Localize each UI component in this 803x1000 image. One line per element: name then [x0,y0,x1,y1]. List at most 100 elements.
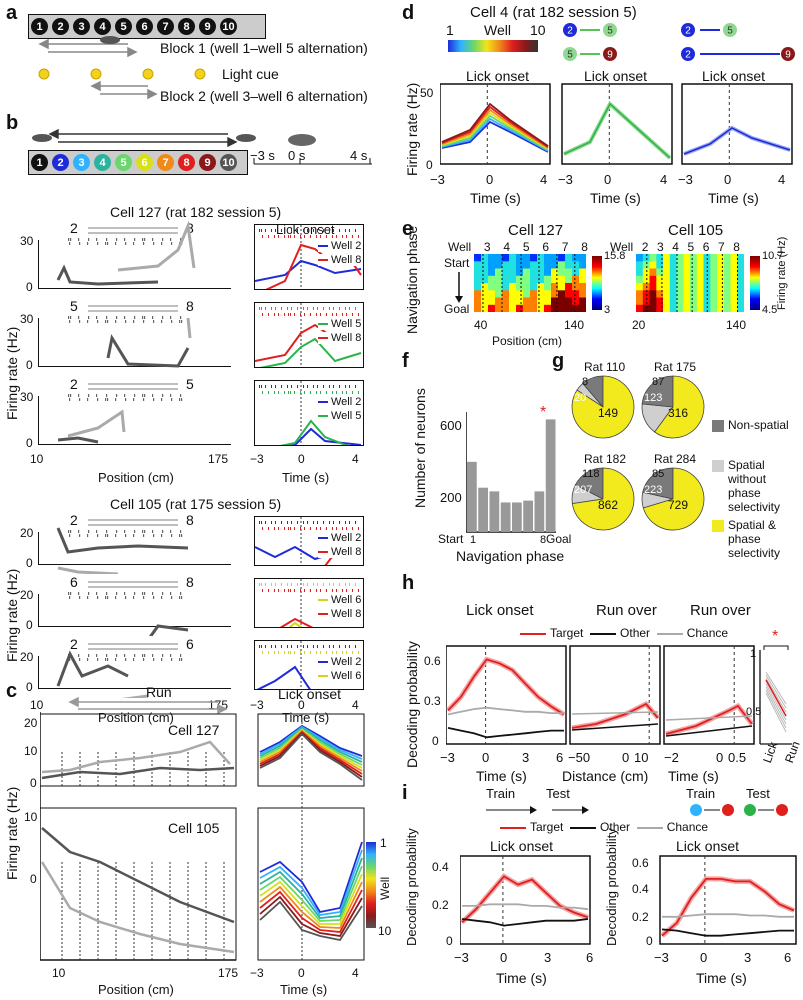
heat-cell [481,297,489,306]
h-x1-label: Time (s) [476,768,527,784]
raster-tick [179,398,181,401]
psth-legend: Well 8 [318,608,362,620]
heat-cell [636,304,644,312]
heat-cell [572,297,580,306]
heat-cell [730,268,738,277]
raster-tick [358,589,359,592]
heat-cell [551,261,559,270]
raster-tick [336,235,337,238]
raster-tick [134,394,136,397]
raster-tick [291,583,292,586]
raster-tick [88,654,90,657]
raster-tick [303,583,304,586]
raster-tick [262,313,263,316]
c-cell127: Cell 127 [168,722,220,738]
c-lick-psth-127 [259,725,363,760]
d-psth-all [441,105,549,148]
raster-tick [171,534,173,537]
heat-cell [516,261,524,270]
raster-tick [87,242,89,245]
raster-tick [333,521,334,524]
heat-cell [544,290,552,299]
b105-pos-tick-10: 10 [30,698,44,712]
raster-tick [181,596,183,599]
raster-tick [125,242,127,245]
raster-tick [161,242,163,245]
i-legend: Target Other Chance [500,820,708,834]
raster-tick [304,589,305,592]
heat-cell [703,261,711,270]
raster-tick [268,391,269,394]
raster-tick [297,385,298,388]
i-series-other [461,918,589,927]
heat-cell [523,283,531,291]
raster-tick [274,235,275,238]
h-leg-chance-sw [656,632,683,635]
i-train-1: Train [486,786,516,801]
heat-cell [696,290,705,299]
raster-tick [153,658,155,661]
pie-value-phase: 316 [668,406,689,420]
raster-tick [275,385,276,388]
raster-tick [281,229,282,232]
f-xtick-8: 8 [540,534,547,546]
raster-tick [304,651,305,654]
heat-cell [690,304,698,312]
well-6: 6 [136,18,153,35]
raster-tick [170,394,172,397]
legend-swatch [318,337,328,340]
heat-cell [537,304,545,312]
heat-cell [516,283,524,291]
ytick-max: 20 [20,526,34,540]
heat-cell [530,297,538,306]
raster-tick [317,521,318,524]
heat-cell [488,275,496,284]
raster-tick [170,530,172,533]
c105-curve-a [41,827,235,924]
heat-cell [544,304,552,312]
raster-tick [307,385,308,388]
time-box [254,380,364,446]
ytick-0: 0 [26,280,33,294]
heat-cell [676,275,684,284]
raster-tick [342,235,343,238]
raster-tick [287,645,288,648]
raster-tick [339,229,340,232]
heat-cell [523,268,531,277]
h-x1-3: 3 [522,750,530,765]
heat-cell [488,297,496,306]
well-7: 7 [157,154,174,171]
heat-cell [481,290,489,299]
h-series-target [447,658,565,716]
heat-cell [516,275,524,284]
raster-tick [162,654,164,657]
legend-label: Well 6 [331,670,362,682]
raster-tick [105,596,107,599]
raster-tick [125,534,127,537]
d-x1-0: 0 [486,172,494,187]
heat-cell [481,254,489,262]
time-svg [256,641,359,689]
raster-tick [317,583,318,586]
raster-tick [320,589,321,592]
tuning-curve [149,624,189,636]
i-target-shade [660,876,795,938]
raster-tick [326,313,327,316]
heat-cell [676,261,684,270]
pair-right: 8 [186,574,194,590]
psth-line [288,621,303,627]
heat-cell [656,304,664,312]
heat-cell [488,268,496,277]
raster-tick [115,320,117,323]
heat-cell [523,297,531,306]
raster-tick [144,592,146,595]
raster-tick [153,320,155,323]
raster-tick [262,391,263,394]
heat-cell [537,290,545,299]
heat-cell [579,275,586,284]
h-inset-star: * [772,628,779,645]
heat-cell [537,268,545,277]
raster-tick [161,320,163,323]
raster-tick [345,521,346,524]
b105-t-4: 4 [352,698,359,712]
